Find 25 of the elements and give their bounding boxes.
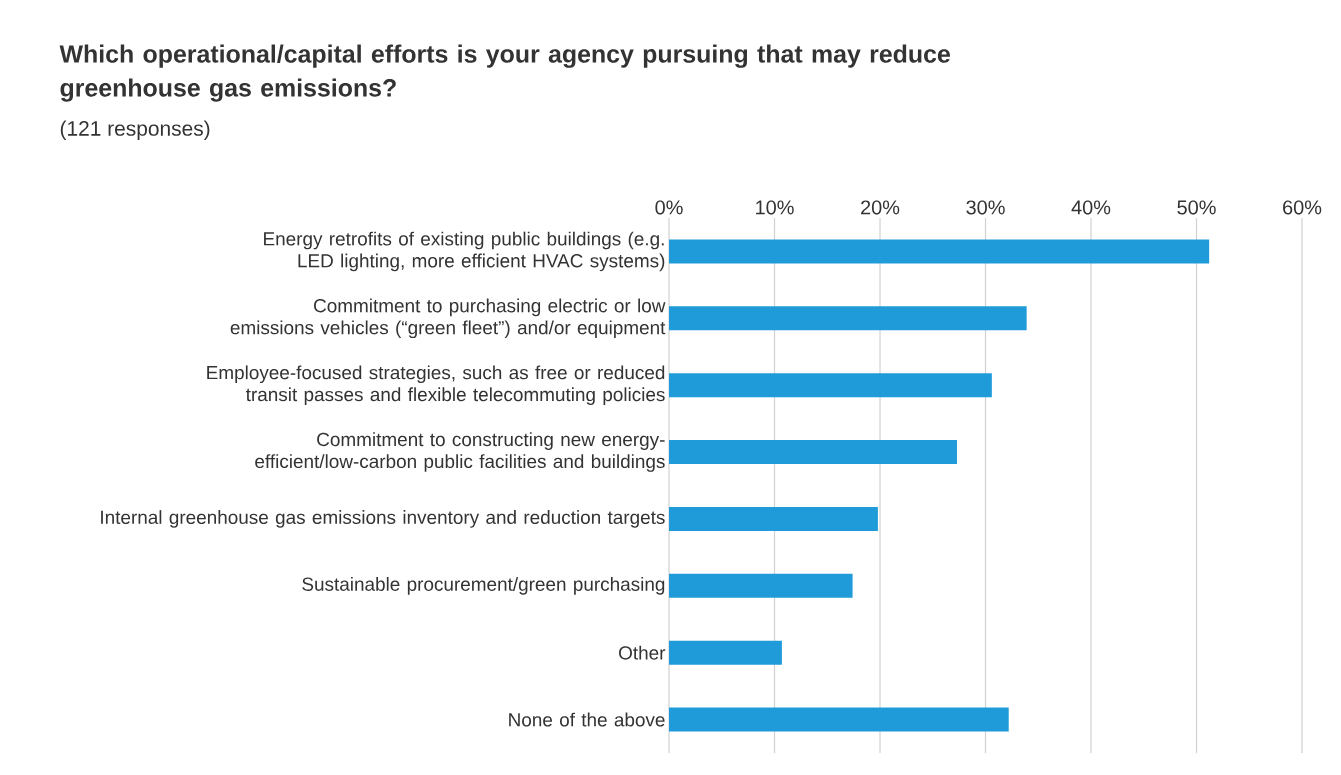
bar — [669, 506, 878, 531]
bar — [669, 306, 1027, 331]
y-tick-label: Commitment to constructing new energy-efficient/low-carbon public facilities and buildings — [255, 432, 665, 472]
bar — [669, 373, 992, 398]
bar — [669, 707, 1009, 732]
y-tick-label: Energy retrofits of existing public buildings (e.g. LED lighting, more efficient HVAC systems) — [264, 231, 665, 272]
x-tick-label: 30% — [966, 200, 1005, 215]
y-tick-label: Sustainable procurement/green purchasing — [302, 576, 665, 595]
x-tick-label: 20% — [861, 200, 900, 215]
bar — [669, 640, 782, 665]
bar — [669, 573, 853, 598]
y-tick-label: Employee-focused strategies, such as free or reduced transit passes and flexible telecommuting policies — [207, 365, 665, 405]
chart-title: Which operational/capital efforts is your agency pursuing that may reduce greenhouse gas emissions? — [59, 44, 950, 102]
y-tick-label: Commitment to purchasing electric or low emissions vehicles (“green fleet”) and/or equipment — [230, 298, 666, 339]
x-tick-label: 40% — [1071, 200, 1111, 215]
x-tick-label: 10% — [756, 200, 794, 215]
x-tick-label: 60% — [1283, 200, 1322, 215]
x-tick-label: 0% — [655, 200, 683, 215]
bar — [669, 440, 958, 465]
text: (121 responses) — [60, 120, 210, 141]
y-tick-label: Other — [619, 645, 666, 660]
y-tick-label: None of the above — [509, 712, 665, 727]
y-tick-label: Internal greenhouse gas emissions inventory and reduction targets — [101, 510, 665, 528]
bar — [669, 239, 1210, 264]
x-tick-label: 50% — [1177, 200, 1216, 215]
